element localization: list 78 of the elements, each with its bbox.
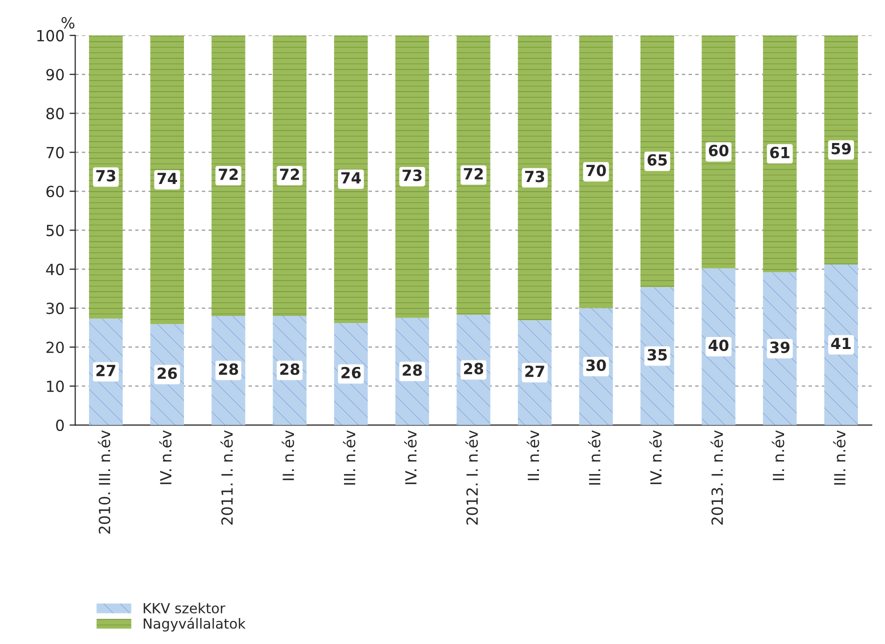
x-tick-label: II. n.év: [282, 430, 294, 480]
data-label: 40: [708, 340, 728, 352]
x-tick-label: III. n.év: [833, 430, 846, 485]
y-axis-title: %: [62, 17, 74, 29]
bar: [272, 35, 307, 316]
x-tick-label: 2012. I. n.év: [465, 430, 478, 525]
x-tick-label: III. n.év: [342, 430, 356, 485]
data-label: 74: [341, 172, 361, 184]
bar: [456, 35, 490, 315]
x-tick-label: IV. n.év: [159, 430, 172, 484]
y-tick-label: 80: [46, 108, 64, 120]
data-label: 26: [158, 367, 177, 380]
y-tick-label: 10: [47, 380, 64, 392]
legend-label: KKV szektor: [144, 602, 226, 614]
bar: [272, 316, 307, 426]
data-label: 72: [280, 168, 299, 180]
data-label: 28: [464, 362, 484, 374]
data-label: 39: [770, 342, 790, 354]
bar: [212, 316, 246, 426]
x-tick-label: IV. n.év: [649, 430, 662, 484]
data-label: 41: [831, 338, 851, 349]
x-tick-label: 2011. I. n.év: [220, 430, 233, 525]
x-tick-label: 2010. III. n.év: [98, 430, 110, 534]
bar: [395, 35, 430, 318]
y-tick-label: 100: [37, 30, 64, 42]
y-tick-label: 30: [46, 302, 64, 314]
data-label: 28: [280, 363, 300, 375]
y-tick-label: 60: [46, 186, 64, 198]
bar: [518, 320, 552, 426]
data-label: 70: [586, 164, 606, 176]
bar: [89, 35, 123, 319]
data-label: 28: [402, 364, 422, 376]
data-label: 73: [402, 170, 422, 182]
data-label: 61: [770, 146, 790, 158]
bar: [762, 35, 797, 272]
bar: [762, 272, 797, 426]
data-label: 73: [525, 170, 544, 182]
data-label: 27: [525, 366, 544, 377]
bar: [395, 318, 430, 426]
bar: [456, 314, 490, 426]
bar: [824, 264, 858, 426]
data-label: 74: [158, 172, 178, 184]
data-label: 60: [708, 144, 728, 156]
bar: [702, 35, 736, 268]
bar: [702, 268, 736, 426]
bar: [518, 35, 552, 320]
data-label: 35: [648, 348, 667, 361]
data-label: 73: [96, 170, 116, 182]
bar: [334, 322, 368, 426]
x-tick-label: IV. n.év: [404, 430, 417, 484]
bar: [212, 35, 246, 316]
y-tick-label: 90: [46, 68, 64, 80]
data-label: 59: [832, 142, 851, 154]
data-label: 65: [648, 154, 667, 166]
data-label: 72: [464, 168, 483, 180]
bar: [334, 35, 368, 323]
y-tick-label: 0: [56, 420, 64, 432]
y-tick-label: 70: [46, 146, 64, 158]
y-tick-label: 20: [46, 342, 64, 354]
x-tick-label: II. n.év: [526, 430, 540, 480]
x-tick-label: II. n.év: [772, 430, 784, 480]
bar: [640, 35, 674, 288]
legend-label: Nagyvállalatok: [144, 618, 246, 632]
bar: [579, 308, 613, 426]
x-tick-label: 2013. I. n.év: [710, 430, 723, 525]
data-label: 30: [586, 359, 606, 372]
y-tick-label: 50: [46, 224, 64, 236]
bar: [579, 35, 613, 308]
data-label: 26: [342, 366, 361, 378]
data-label: 28: [218, 363, 238, 375]
data-label: 72: [218, 168, 238, 180]
y-tick-label: 40: [46, 264, 64, 276]
bar: [824, 35, 858, 265]
bar: [89, 318, 123, 426]
bar: [640, 287, 674, 426]
data-label: 27: [96, 364, 116, 376]
bar: [150, 35, 184, 324]
x-tick-label: III. n.év: [588, 430, 600, 485]
